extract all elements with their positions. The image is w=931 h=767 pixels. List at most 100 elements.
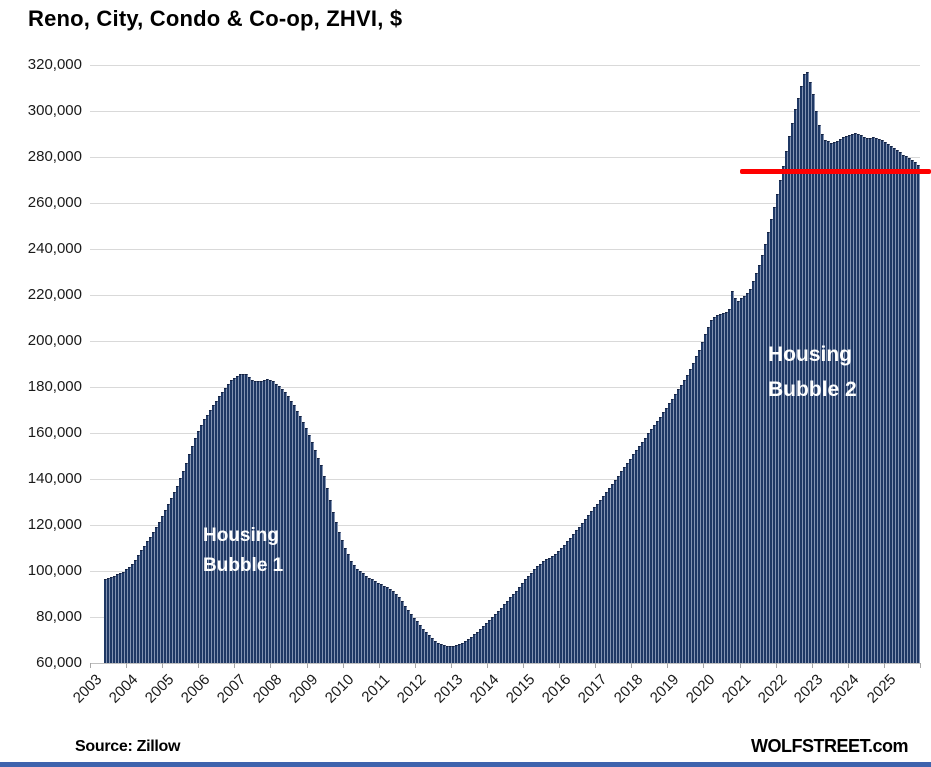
bar bbox=[650, 429, 653, 663]
bar bbox=[578, 526, 581, 663]
gridline bbox=[90, 341, 920, 342]
bar bbox=[683, 379, 686, 663]
bar bbox=[320, 465, 323, 663]
bar bbox=[809, 81, 812, 663]
bar bbox=[587, 515, 590, 663]
bar bbox=[629, 458, 632, 663]
bar bbox=[401, 601, 404, 663]
x-axis-tick bbox=[414, 663, 416, 668]
bar bbox=[425, 632, 428, 663]
bar bbox=[311, 442, 314, 663]
bar bbox=[716, 314, 719, 663]
bar bbox=[362, 573, 365, 663]
bar bbox=[338, 531, 341, 663]
x-axis-tick bbox=[198, 663, 200, 668]
bar bbox=[356, 568, 359, 663]
current-price-reference-line bbox=[739, 168, 931, 174]
bar bbox=[290, 400, 293, 663]
y-axis-tick-label: 120,000 bbox=[27, 516, 82, 533]
bar bbox=[188, 454, 191, 663]
x-axis-tick-label: 2016 bbox=[538, 671, 575, 707]
bar bbox=[200, 425, 203, 663]
bar bbox=[326, 487, 329, 663]
bar bbox=[350, 560, 353, 663]
bar bbox=[398, 597, 401, 663]
bar bbox=[764, 243, 767, 663]
bar bbox=[437, 642, 440, 663]
bar bbox=[710, 320, 713, 663]
x-axis-tick bbox=[847, 663, 849, 668]
bar bbox=[596, 503, 599, 663]
bar bbox=[203, 419, 206, 663]
x-axis-tick bbox=[270, 663, 272, 668]
bar bbox=[170, 498, 173, 663]
bar bbox=[119, 573, 122, 663]
bar bbox=[149, 536, 152, 663]
y-axis-tick-label: 280,000 bbox=[27, 148, 82, 165]
bar bbox=[761, 254, 764, 663]
bar bbox=[407, 609, 410, 663]
bar bbox=[485, 623, 488, 663]
bar bbox=[260, 380, 263, 663]
bar bbox=[713, 317, 716, 663]
x-axis-tick-label: 2022 bbox=[755, 671, 791, 707]
y-axis-tick-label: 80,000 bbox=[36, 608, 82, 625]
bar bbox=[659, 416, 662, 663]
bar bbox=[794, 109, 797, 663]
bar bbox=[122, 572, 125, 663]
bar bbox=[185, 462, 188, 663]
bar bbox=[413, 617, 416, 663]
bar bbox=[305, 428, 308, 663]
bar bbox=[308, 435, 311, 663]
bar bbox=[692, 362, 695, 663]
bar bbox=[662, 412, 665, 663]
bar bbox=[284, 391, 287, 663]
bar bbox=[332, 511, 335, 663]
bar bbox=[275, 383, 278, 663]
y-axis-tick-label: 260,000 bbox=[27, 194, 82, 211]
bar bbox=[506, 600, 509, 663]
bar bbox=[752, 281, 755, 663]
bar bbox=[911, 160, 914, 663]
bar bbox=[128, 566, 131, 663]
bar bbox=[554, 553, 557, 663]
bar bbox=[731, 291, 734, 663]
bar bbox=[806, 72, 809, 663]
bar bbox=[452, 645, 455, 663]
bar bbox=[560, 547, 563, 663]
annotation-line: Housing bbox=[203, 525, 279, 546]
bar bbox=[152, 531, 155, 663]
x-axis-tick-label: 2014 bbox=[466, 671, 502, 707]
bar bbox=[455, 644, 458, 663]
x-axis-tick-label: 2015 bbox=[502, 671, 539, 707]
bar bbox=[899, 152, 902, 663]
bar bbox=[248, 377, 251, 663]
x-axis-tick-label: 2009 bbox=[285, 671, 322, 707]
bar bbox=[686, 374, 689, 663]
bar bbox=[734, 298, 737, 663]
bar bbox=[167, 504, 170, 663]
source-label: Source: Zillow bbox=[75, 738, 181, 755]
x-axis-tick-label: 2010 bbox=[322, 671, 358, 707]
gridline bbox=[90, 295, 920, 296]
bar bbox=[254, 380, 257, 663]
bar bbox=[758, 265, 761, 663]
bar bbox=[566, 541, 569, 663]
bar bbox=[824, 139, 827, 663]
bar bbox=[575, 530, 578, 663]
bar bbox=[161, 515, 164, 663]
bar bbox=[614, 479, 617, 663]
bar bbox=[482, 626, 485, 663]
bar bbox=[773, 206, 776, 663]
bar bbox=[770, 219, 773, 663]
bar bbox=[620, 471, 623, 663]
bar bbox=[116, 574, 119, 663]
bar bbox=[464, 641, 467, 663]
bar bbox=[371, 579, 374, 663]
bar bbox=[449, 645, 452, 663]
x-axis-tick-label: 2018 bbox=[610, 671, 647, 707]
bar bbox=[251, 380, 254, 663]
gridline bbox=[90, 111, 920, 112]
x-axis-tick bbox=[775, 663, 777, 668]
bar bbox=[314, 449, 317, 663]
